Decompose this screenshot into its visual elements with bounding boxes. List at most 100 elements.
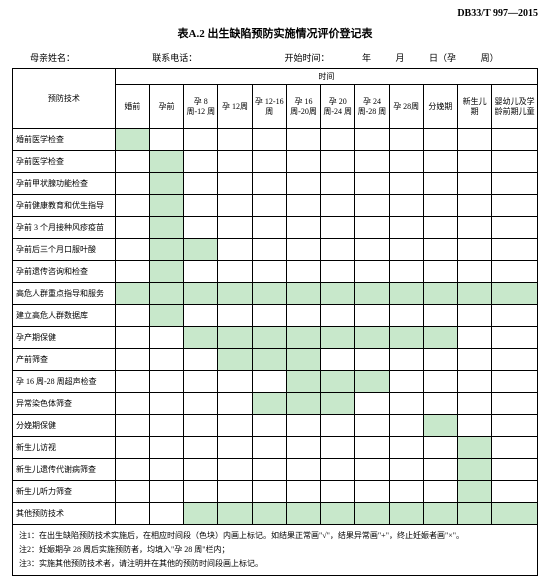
cell bbox=[218, 437, 252, 459]
cell bbox=[184, 261, 218, 283]
cell bbox=[149, 393, 183, 415]
cell bbox=[184, 283, 218, 305]
cell bbox=[389, 415, 423, 437]
cell bbox=[492, 327, 538, 349]
cell bbox=[286, 415, 320, 437]
cell bbox=[389, 481, 423, 503]
cell bbox=[492, 481, 538, 503]
header-col: 孕 16周-20周 bbox=[286, 85, 320, 129]
cell bbox=[184, 327, 218, 349]
cell bbox=[286, 239, 320, 261]
cell bbox=[458, 349, 492, 371]
cell bbox=[115, 283, 149, 305]
cell bbox=[252, 283, 286, 305]
cell bbox=[423, 195, 457, 217]
cell bbox=[458, 415, 492, 437]
header-col: 婴幼儿及学龄前期儿童 bbox=[492, 85, 538, 129]
cell bbox=[286, 349, 320, 371]
cell bbox=[492, 503, 538, 525]
cell bbox=[252, 129, 286, 151]
cell bbox=[149, 371, 183, 393]
cell bbox=[149, 173, 183, 195]
table-row: 建立高危人群数据库 bbox=[13, 305, 538, 327]
cell bbox=[149, 349, 183, 371]
cell bbox=[423, 151, 457, 173]
table-row: 新生儿遗传代谢病筛查 bbox=[13, 459, 538, 481]
meta-row: 母亲姓名： 联系电话： 开始时间： 年 月 日（孕 周） bbox=[30, 51, 538, 64]
cell bbox=[355, 481, 389, 503]
cell bbox=[355, 393, 389, 415]
row-label: 新生儿遗传代谢病筛查 bbox=[13, 459, 116, 481]
cell bbox=[184, 129, 218, 151]
cell bbox=[115, 195, 149, 217]
table-row: 分娩期保健 bbox=[13, 415, 538, 437]
cell bbox=[218, 327, 252, 349]
cell bbox=[389, 195, 423, 217]
cell bbox=[423, 437, 457, 459]
cell bbox=[218, 239, 252, 261]
cell bbox=[458, 327, 492, 349]
cell bbox=[149, 129, 183, 151]
cell bbox=[286, 151, 320, 173]
cell bbox=[218, 217, 252, 239]
table-row: 婚前医学检查 bbox=[13, 129, 538, 151]
cell bbox=[252, 349, 286, 371]
cell bbox=[458, 129, 492, 151]
header-col: 孕 12周 bbox=[218, 85, 252, 129]
cell bbox=[286, 481, 320, 503]
cell bbox=[286, 283, 320, 305]
cell bbox=[321, 349, 355, 371]
cell bbox=[218, 305, 252, 327]
table-row: 新生儿访视 bbox=[13, 437, 538, 459]
cell bbox=[184, 173, 218, 195]
cell bbox=[286, 437, 320, 459]
cell bbox=[286, 173, 320, 195]
header-col: 孕 20周-24 周 bbox=[321, 85, 355, 129]
row-label: 孕前后三个月口服叶酸 bbox=[13, 239, 116, 261]
cell bbox=[115, 437, 149, 459]
cell bbox=[252, 173, 286, 195]
cell bbox=[389, 349, 423, 371]
cell bbox=[458, 503, 492, 525]
cell bbox=[355, 173, 389, 195]
cell bbox=[389, 283, 423, 305]
cell bbox=[492, 437, 538, 459]
note-3: 注3：实施其他预防技术者，请注明并在其他的预防时间段画上标记。 bbox=[19, 558, 531, 571]
header-tech: 预防技术 bbox=[13, 69, 116, 129]
cell bbox=[389, 305, 423, 327]
cell bbox=[321, 151, 355, 173]
cell bbox=[115, 151, 149, 173]
cell bbox=[115, 503, 149, 525]
cell bbox=[149, 239, 183, 261]
cell bbox=[286, 305, 320, 327]
cell bbox=[286, 503, 320, 525]
cell bbox=[389, 459, 423, 481]
cell bbox=[458, 283, 492, 305]
cell bbox=[252, 437, 286, 459]
cell bbox=[149, 327, 183, 349]
cell bbox=[355, 217, 389, 239]
row-label: 孕前健康教育和优生指导 bbox=[13, 195, 116, 217]
cell bbox=[149, 305, 183, 327]
cell bbox=[252, 481, 286, 503]
cell bbox=[218, 195, 252, 217]
row-label: 婚前医学检查 bbox=[13, 129, 116, 151]
note-1: 注1：在出生缺陷预防技术实施后，在相应时间段（色块）内画上标记。如结果正常画"√… bbox=[19, 530, 531, 543]
header-col: 孕 8 周-12 周 bbox=[184, 85, 218, 129]
row-label: 产前筛查 bbox=[13, 349, 116, 371]
cell bbox=[321, 283, 355, 305]
cell bbox=[218, 415, 252, 437]
cell bbox=[458, 459, 492, 481]
cell bbox=[218, 503, 252, 525]
cell bbox=[389, 151, 423, 173]
cell bbox=[149, 217, 183, 239]
cell bbox=[423, 327, 457, 349]
table-row: 其他预防技术 bbox=[13, 503, 538, 525]
cell bbox=[355, 151, 389, 173]
cell bbox=[184, 481, 218, 503]
cell bbox=[355, 327, 389, 349]
cell bbox=[423, 415, 457, 437]
cell bbox=[458, 393, 492, 415]
cell bbox=[423, 173, 457, 195]
cell bbox=[149, 459, 183, 481]
